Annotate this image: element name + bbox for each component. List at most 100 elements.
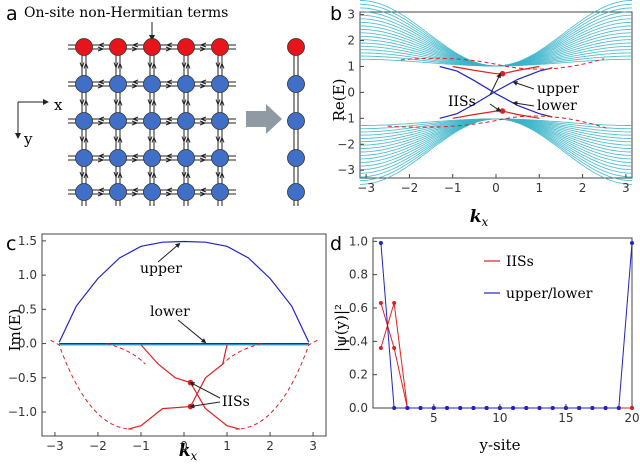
b-xtick-label: −2 xyxy=(401,181,419,195)
d-point xyxy=(405,406,410,410)
hop-arrow xyxy=(199,187,207,193)
site-blue xyxy=(109,183,127,201)
b-xtick-label: 2 xyxy=(579,181,587,195)
c-annot-lower: lower xyxy=(150,304,190,320)
hop-arrow xyxy=(147,171,153,179)
hop-arrow xyxy=(79,171,85,179)
axis-x-label: x xyxy=(54,96,63,114)
d-point xyxy=(471,406,476,410)
hop-arrow xyxy=(185,99,191,106)
b-ylabel: Re(E) xyxy=(330,79,348,122)
hop-arrow xyxy=(97,46,105,52)
d-point xyxy=(590,406,595,410)
d-point xyxy=(537,406,542,410)
hop-arrow xyxy=(181,171,187,179)
b-bulk-line xyxy=(360,52,632,67)
d-ylabel: |ψ(y)|² xyxy=(332,304,350,352)
b-bulk-line xyxy=(359,0,633,67)
transform-arrow xyxy=(246,104,282,134)
d-xtick-label: 5 xyxy=(430,411,438,425)
axis-y-label: y xyxy=(23,130,33,148)
hop-arrow xyxy=(199,120,207,126)
hop-arrow xyxy=(219,62,225,69)
d-xtick-label: 15 xyxy=(558,411,573,425)
c-pointer xyxy=(189,382,221,399)
c-ytick-label: 1.5 xyxy=(18,234,37,248)
hop-arrow xyxy=(215,136,221,143)
b-pointer xyxy=(512,80,535,90)
lattice xyxy=(68,38,305,206)
b-dashed-trail xyxy=(400,57,605,70)
b-bulk-line xyxy=(360,118,632,126)
hop-arrow xyxy=(165,116,173,122)
d-frame xyxy=(372,237,633,409)
hop-arrow xyxy=(97,153,105,159)
c-series-0 xyxy=(58,240,310,343)
b-ytick-label: 2 xyxy=(347,34,355,48)
site-blue xyxy=(211,112,229,130)
c-frame xyxy=(41,233,327,437)
site-blue xyxy=(177,149,195,167)
d-point xyxy=(484,406,489,410)
hop-arrow xyxy=(131,83,139,89)
hop-arrow xyxy=(83,99,89,106)
site-blue xyxy=(211,75,229,93)
c-xtick-label: −2 xyxy=(89,439,107,453)
b-bulk-line xyxy=(359,118,633,143)
hop-arrow xyxy=(151,171,157,179)
hop-arrow xyxy=(215,171,221,179)
d-point xyxy=(550,406,555,410)
hop-arrow xyxy=(165,46,173,52)
d-point xyxy=(392,346,397,350)
hop-arrow xyxy=(219,136,225,143)
site-red xyxy=(211,38,229,56)
c-xtick-label: 0 xyxy=(180,439,188,453)
hop-arrow xyxy=(97,120,105,126)
b-series-3 xyxy=(452,110,540,119)
b-ytick-label: −3 xyxy=(337,163,355,177)
lattice-diagram: On-site non-Hermitian terms x y xyxy=(15,5,305,206)
hop-arrow xyxy=(151,62,157,69)
d-ytick-label: 0.4 xyxy=(349,334,368,348)
chain-site-blue xyxy=(287,112,305,130)
hop-arrow xyxy=(199,79,207,85)
c-ytick-label: −0.5 xyxy=(8,371,37,385)
b-pointer xyxy=(489,103,502,112)
site-blue xyxy=(109,112,127,130)
d-point xyxy=(392,406,397,410)
site-blue xyxy=(109,75,127,93)
site-blue xyxy=(211,149,229,167)
b-bulk-line xyxy=(360,35,632,67)
d-ytick-label: 0.6 xyxy=(349,301,368,315)
panel-label-d: d xyxy=(330,233,342,255)
hop-arrow xyxy=(79,99,85,106)
c-ytick-label: 0.5 xyxy=(18,302,37,316)
hop-arrow xyxy=(165,187,173,193)
hop-arrow xyxy=(131,79,139,85)
hop-arrow xyxy=(181,62,187,69)
b-bulk-line xyxy=(359,3,633,67)
hop-arrow xyxy=(199,191,207,197)
b-bulk-line xyxy=(359,118,633,139)
hop-arrow xyxy=(199,83,207,89)
d-series-0 xyxy=(380,302,632,409)
d-series-2 xyxy=(380,242,633,409)
b-marker-1 xyxy=(499,108,506,114)
d-point xyxy=(392,301,397,305)
c-xtick-label: 1 xyxy=(223,439,231,453)
site-red xyxy=(143,38,161,56)
b-ytick-label: 3 xyxy=(347,8,355,22)
b-xtick-label: 0 xyxy=(492,181,500,195)
hop-arrow xyxy=(83,171,89,179)
hop-arrow xyxy=(151,99,157,106)
b-ytick-label: −2 xyxy=(337,137,355,151)
hop-arrow xyxy=(97,191,105,197)
d-point xyxy=(616,406,621,410)
b-ytick-label: −1 xyxy=(337,111,355,125)
hop-arrow xyxy=(97,83,105,89)
hop-arrow xyxy=(83,62,89,69)
hop-arrow xyxy=(131,42,139,48)
chain-site-blue xyxy=(287,149,305,167)
c-xtick-label: 3 xyxy=(309,439,317,453)
